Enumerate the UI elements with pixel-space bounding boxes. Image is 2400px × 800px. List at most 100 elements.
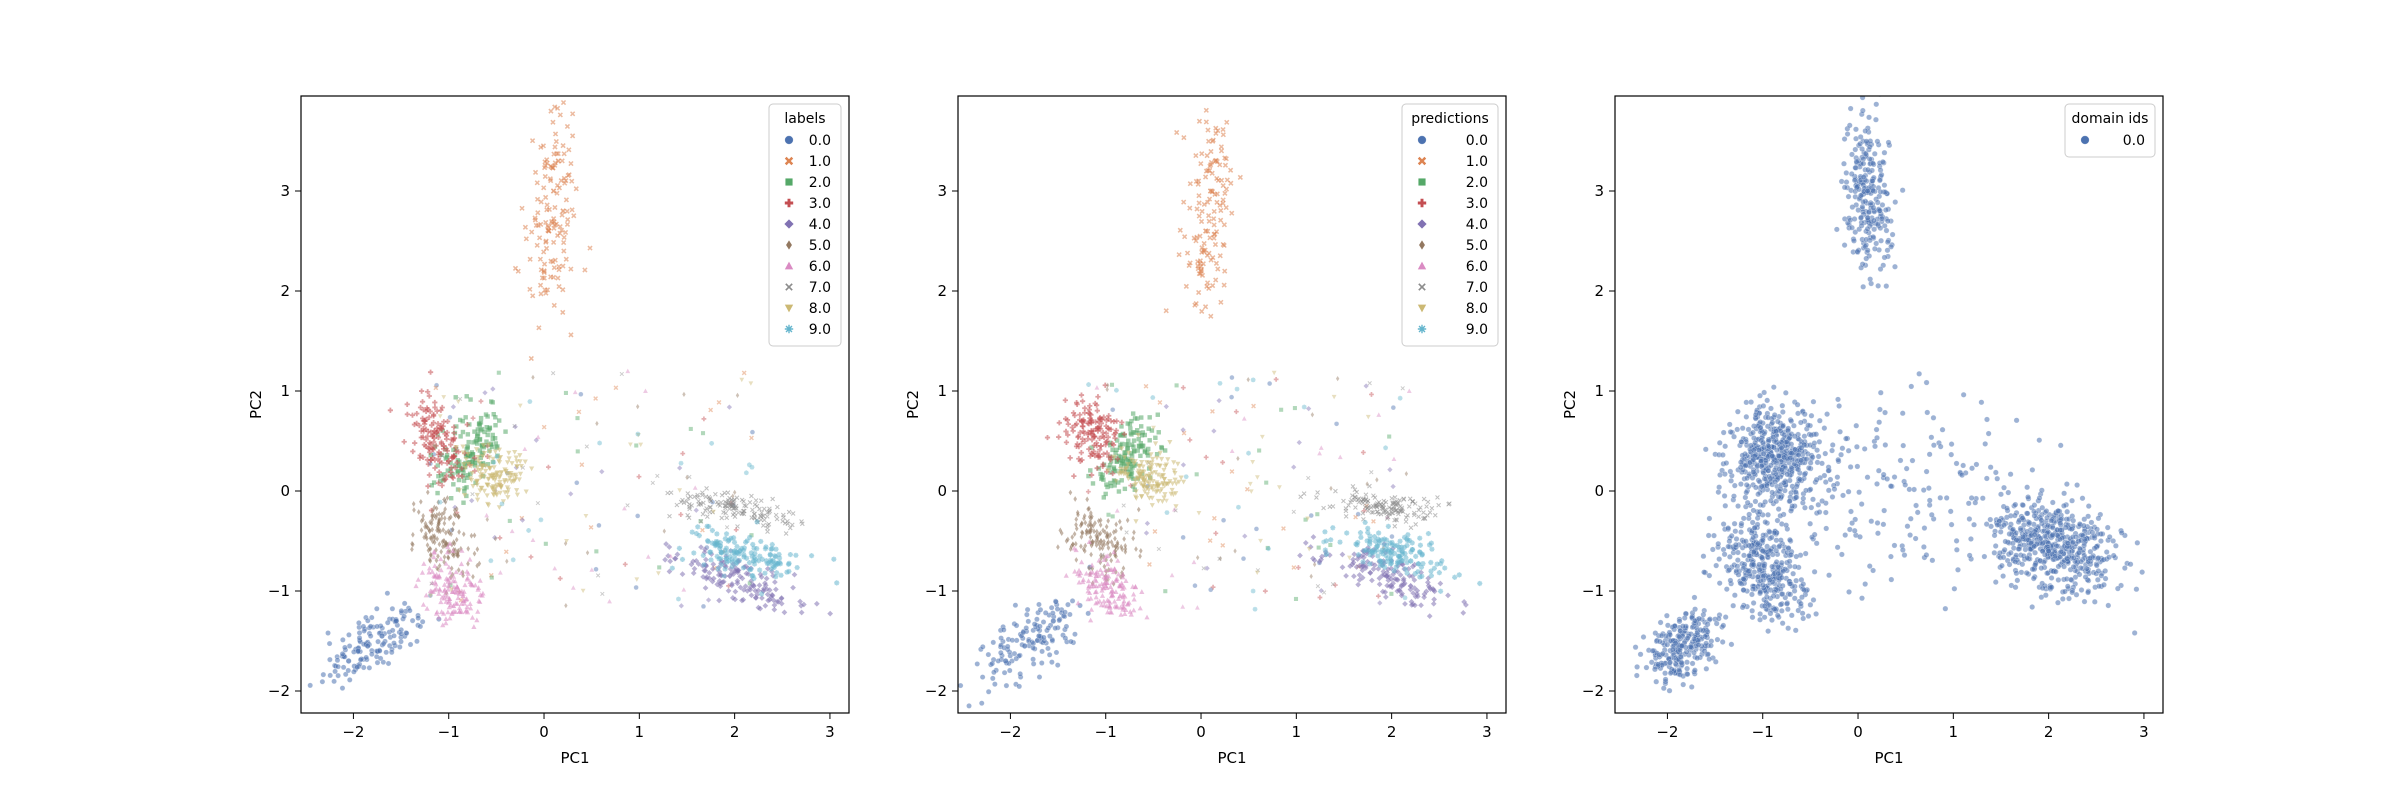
scatter-point: [497, 535, 503, 541]
scatter-point: [464, 609, 471, 615]
scatter-point: [538, 144, 544, 150]
scatter-point: [1266, 546, 1271, 552]
y-tick-label: 1: [937, 382, 947, 400]
scatter-point: [564, 208, 570, 214]
y-tick-label: 3: [280, 182, 290, 200]
scatter-point: [1013, 622, 1020, 629]
scatter-point: [1109, 557, 1114, 564]
scatter-point: [1088, 519, 1092, 525]
scatter-point: [1073, 496, 1078, 502]
series-9.0: [1086, 377, 1483, 612]
scatter-point: [1676, 633, 1683, 640]
scatter-point: [1131, 607, 1137, 613]
scatter-point: [1096, 518, 1101, 524]
scatter-point: [335, 672, 341, 679]
scatter-point: [440, 622, 446, 628]
scatter-point: [1716, 556, 1723, 562]
scatter-point: [459, 465, 465, 472]
scatter-point: [544, 207, 550, 213]
scatter-point: [514, 488, 520, 493]
scatter-point: [464, 596, 470, 601]
scatter-point: [1068, 489, 1073, 496]
scatter-point: [1779, 620, 1786, 627]
scatter-point: [1692, 667, 1698, 674]
scatter-point: [1747, 442, 1754, 449]
scatter-point: [1742, 494, 1749, 501]
scatter-point: [1101, 414, 1107, 420]
scatter-point: [1341, 498, 1346, 504]
scatter-point: [481, 474, 487, 480]
scatter-point: [1778, 439, 1785, 446]
scatter-point: [1788, 465, 1795, 472]
scatter-point: [737, 573, 743, 580]
scatter-point: [966, 703, 972, 709]
scatter-point: [1805, 422, 1812, 429]
scatter-point: [715, 542, 721, 548]
scatter-point: [1800, 495, 1807, 502]
scatter-point: [721, 509, 726, 515]
scatter-point: [1362, 519, 1368, 526]
scatter-point: [1255, 568, 1261, 573]
scatter-point: [1321, 539, 1327, 545]
scatter-point: [722, 566, 728, 572]
scatter-point: [1167, 479, 1173, 484]
scatter-point: [1107, 567, 1114, 572]
scatter-point: [554, 190, 560, 196]
scatter-point: [388, 649, 395, 656]
scatter-point: [1337, 539, 1343, 545]
scatter-point: [1406, 388, 1412, 393]
scatter-point: [685, 491, 691, 496]
scatter-point: [1779, 402, 1786, 409]
scatter-point: [1052, 625, 1059, 631]
scatter-point: [766, 587, 773, 593]
scatter-point: [1399, 558, 1405, 564]
scatter-point: [1020, 629, 1027, 636]
scatter-point: [1750, 507, 1757, 514]
scatter-point: [739, 575, 746, 582]
scatter-point: [1211, 222, 1217, 228]
scatter-point: [1788, 612, 1795, 619]
x-tick-label: 3: [1482, 723, 1492, 741]
scatter-point: [1815, 453, 1822, 460]
scatter-point: [1198, 268, 1204, 274]
scatter-point: [702, 546, 708, 553]
scatter-point: [475, 454, 481, 460]
scatter-point: [1067, 611, 1073, 618]
scatter-point: [1757, 392, 1763, 399]
scatter-point: [425, 406, 431, 413]
scatter-point: [1798, 444, 1805, 451]
scatter-point: [751, 575, 757, 582]
scatter-point: [442, 559, 446, 565]
legend-label: 9.0: [809, 322, 831, 338]
scatter-point: [1116, 471, 1122, 477]
scatter-point: [374, 659, 381, 666]
scatter-point: [1722, 502, 1729, 509]
scatter-point: [771, 602, 778, 609]
scatter-point: [1381, 510, 1387, 515]
scatter-point: [1767, 475, 1774, 482]
scatter-point: [1115, 596, 1122, 601]
scatter-point: [1728, 641, 1735, 648]
scatter-point: [1094, 402, 1100, 408]
scatter-point: [1144, 614, 1150, 620]
scatter-point: [1760, 450, 1767, 457]
scatter-point: [708, 504, 713, 510]
scatter-point: [425, 461, 431, 467]
scatter-point: [1383, 445, 1388, 451]
scatter-point: [1758, 554, 1765, 561]
scatter-point: [460, 593, 466, 599]
scatter-point: [437, 499, 443, 505]
scatter-point: [490, 456, 496, 462]
scatter-point: [384, 619, 391, 626]
scatter-point: [1864, 215, 1871, 221]
scatter-point: [1365, 505, 1370, 511]
scatter-point: [1031, 621, 1038, 627]
scatter-point: [517, 403, 523, 409]
scatter-point: [354, 664, 361, 671]
scatter-point: [461, 500, 466, 505]
scatter-point: [678, 460, 684, 466]
scatter-point: [1367, 483, 1372, 489]
scatter-point: [1301, 491, 1307, 496]
scatter-point: [1112, 603, 1118, 609]
scatter-point: [726, 404, 733, 410]
